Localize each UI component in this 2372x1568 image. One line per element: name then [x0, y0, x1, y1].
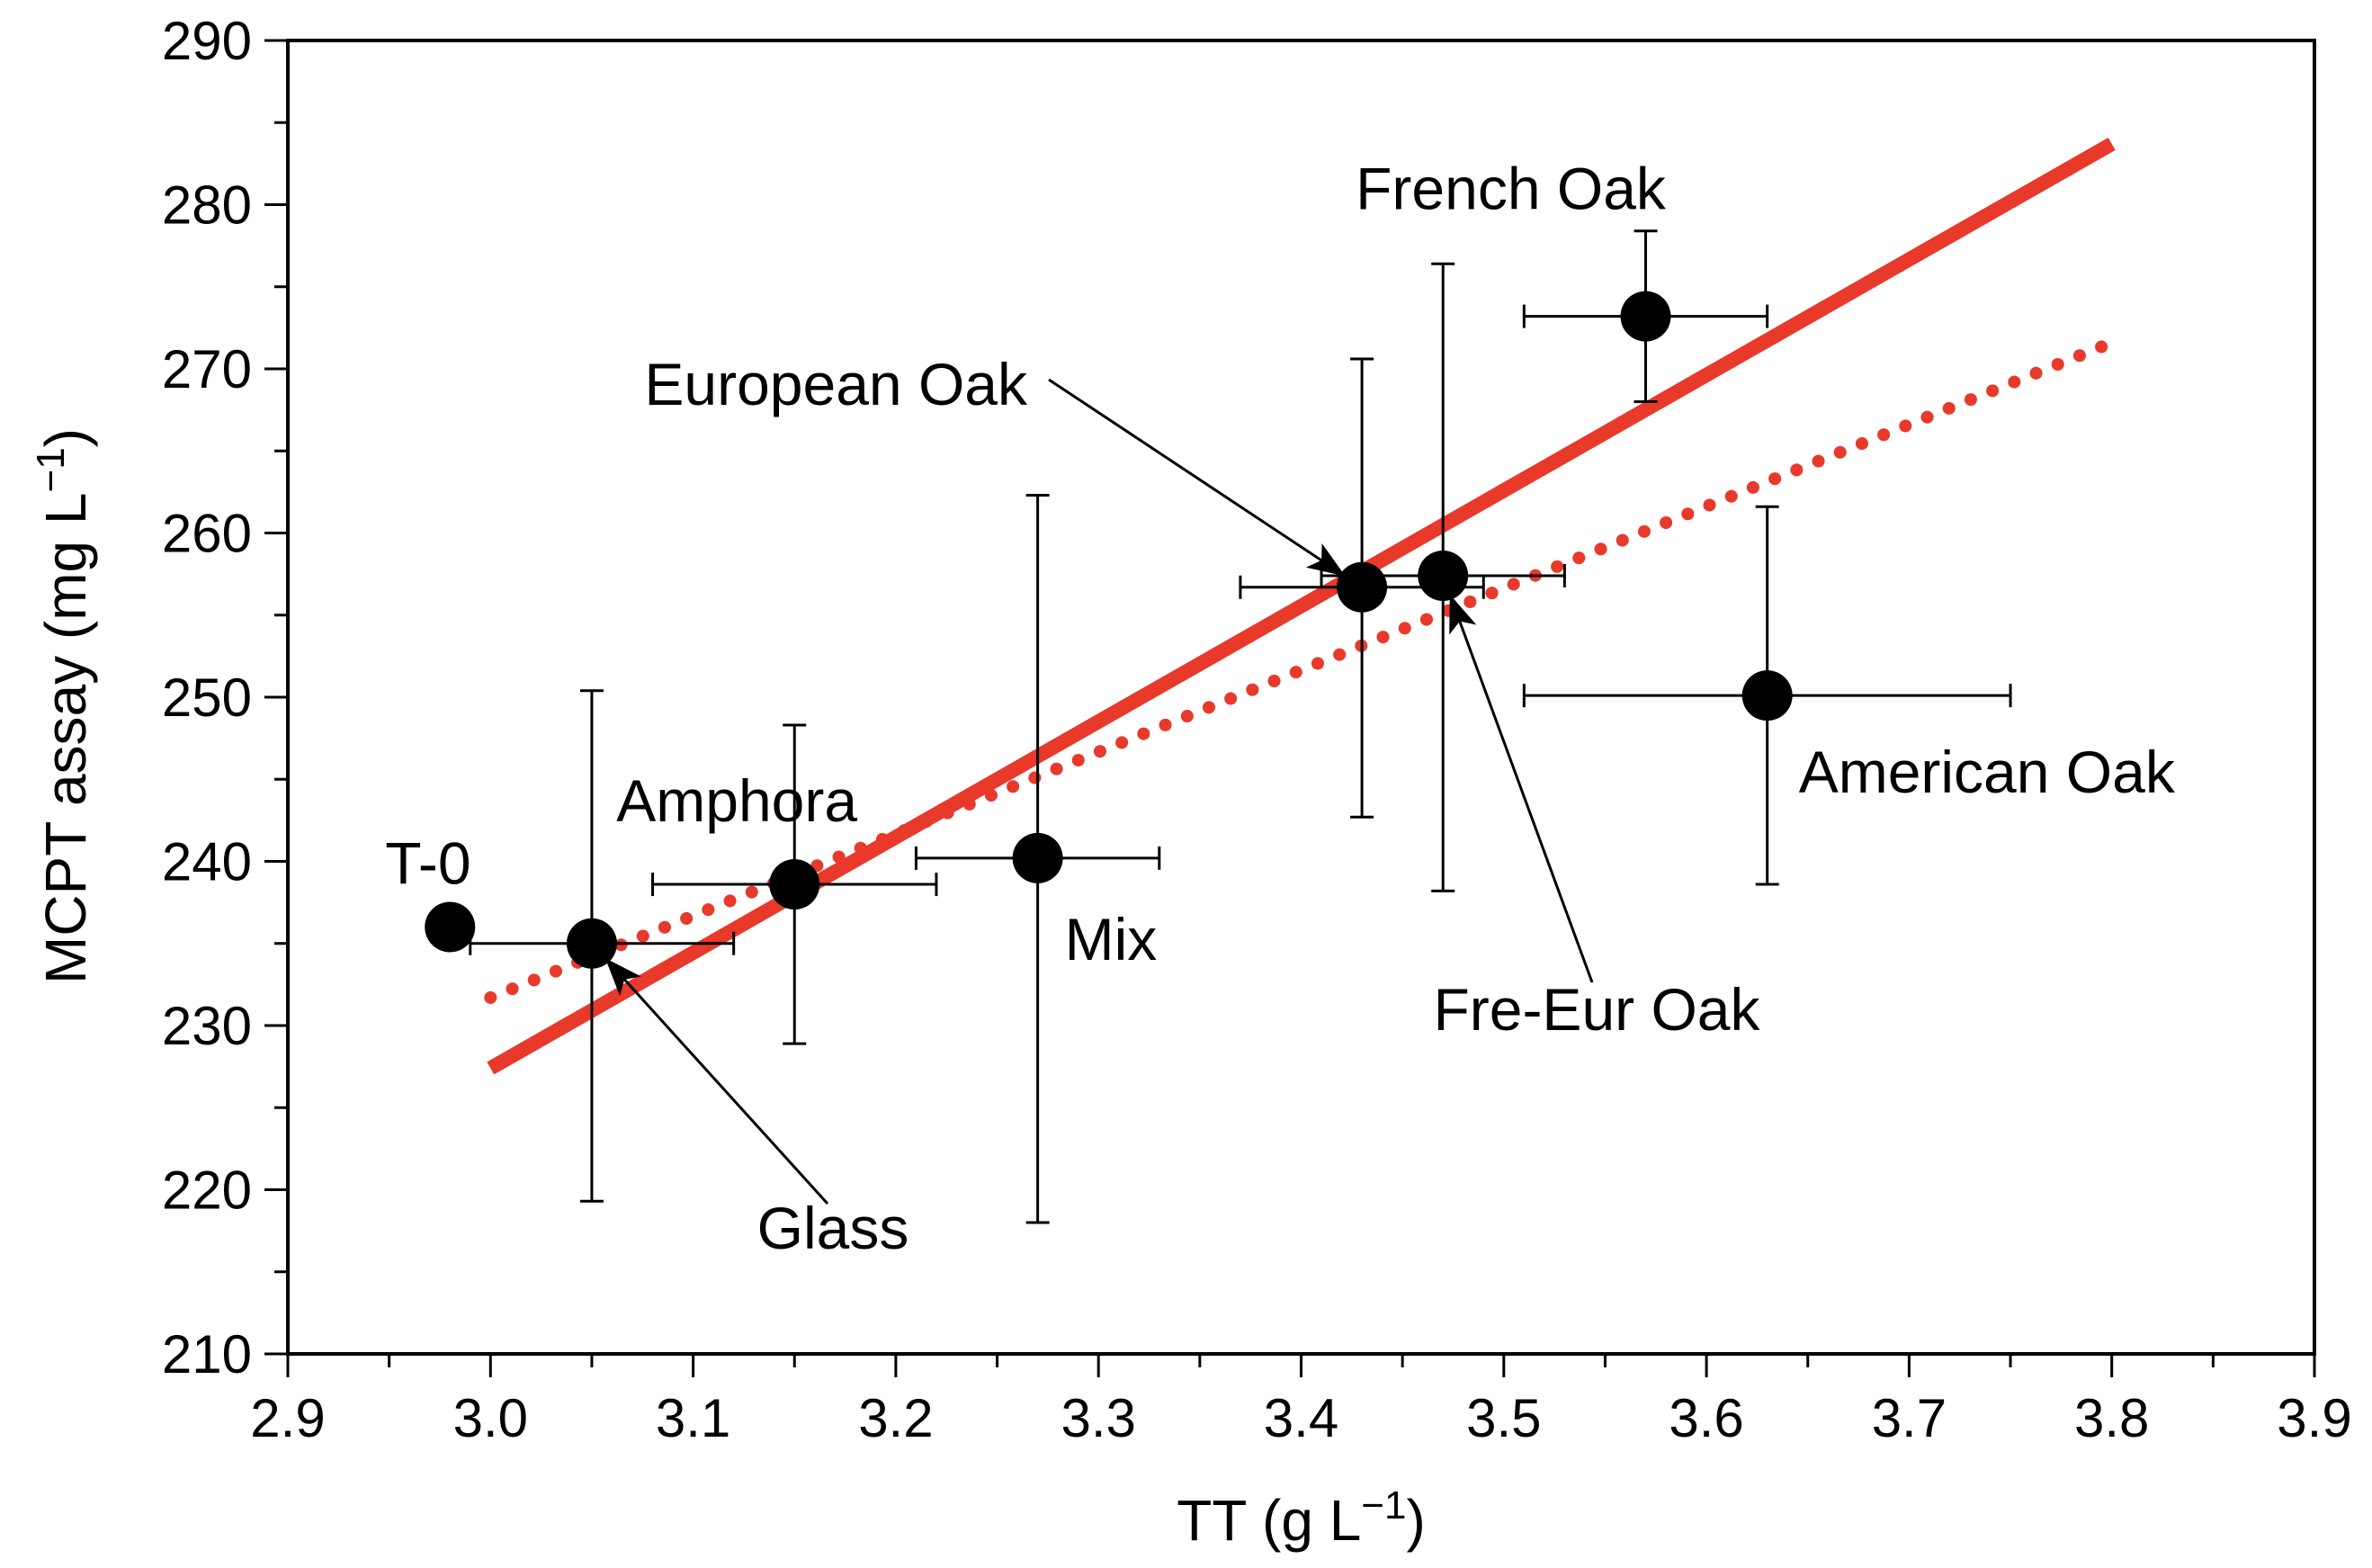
- y-axis-title: MCPT assay (mg L−1): [29, 428, 98, 984]
- point-label: Fre-Eur Oak: [1433, 976, 1760, 1043]
- y-tick-label: 260: [162, 504, 252, 564]
- x-tick-label: 3.4: [1264, 1388, 1338, 1448]
- x-tick-label: 3.6: [1669, 1388, 1743, 1448]
- y-tick-label: 220: [162, 1160, 252, 1221]
- y-tick-label: 280: [162, 175, 252, 236]
- y-tick-label: 270: [162, 339, 252, 399]
- y-tick-label: 290: [162, 11, 252, 71]
- point-label: Mix: [1065, 906, 1158, 972]
- point-label: Glass: [757, 1195, 909, 1261]
- x-tick-label: 3.7: [1872, 1388, 1947, 1448]
- point-label: French Oak: [1356, 156, 1667, 222]
- fit-line-solid: [487, 138, 2116, 1075]
- point-labels: T-0 Glass Amphora Mix European Oak Fre-Eur Oa…: [385, 156, 2176, 1261]
- axis-ticks: 2.9 3.0 3.1 3.2 3.3 3.4 3.5 3.6 3.7 3.8 3.9 210 220 2…: [162, 11, 2352, 1448]
- data-point: [1337, 561, 1388, 613]
- data-point: [566, 918, 617, 969]
- point-label: European Oak: [644, 351, 1028, 417]
- x-tick-label: 3.3: [1061, 1388, 1135, 1448]
- x-tick-label: 3.0: [453, 1388, 528, 1448]
- data-point: [769, 859, 820, 910]
- annotation-arrows: [604, 378, 1594, 1205]
- x-axis-title: TT (g L−1): [1177, 1483, 1426, 1553]
- data-point: [1012, 832, 1063, 883]
- annotation-arrow-head: [1305, 543, 1346, 577]
- fit-line-dotted: [484, 336, 2118, 1004]
- annotation-arrow-line: [1048, 378, 1347, 578]
- point-label: T-0: [385, 830, 470, 897]
- y-tick-label: 210: [162, 1324, 252, 1384]
- x-tick-label: 3.2: [858, 1388, 933, 1448]
- x-tick-label: 3.9: [2277, 1388, 2351, 1448]
- x-tick-label: 2.9: [250, 1388, 325, 1448]
- x-tick-label: 3.8: [2074, 1388, 2149, 1448]
- data-point: [1620, 291, 1671, 342]
- data-point: [1741, 670, 1793, 721]
- y-tick-label: 240: [162, 832, 252, 892]
- y-tick-label: 250: [162, 668, 252, 728]
- data-point: [425, 901, 476, 953]
- data-points: [425, 291, 1793, 969]
- annotation-arrow-line: [604, 957, 829, 1205]
- y-tick-label: 230: [162, 996, 252, 1056]
- point-label: Amphora: [616, 767, 857, 834]
- annotation-arrow-line: [1448, 594, 1594, 983]
- x-tick-label: 3.5: [1466, 1388, 1541, 1448]
- x-tick-label: 3.1: [656, 1388, 730, 1448]
- annotation-arrow-head: [604, 958, 641, 996]
- data-point: [1418, 550, 1469, 601]
- annotation-arrow-head: [1449, 594, 1477, 635]
- axis-titles: TT (g L−1) MCPT assay (mg L−1): [29, 428, 1426, 1553]
- point-label: American Oak: [1799, 739, 2176, 805]
- fit-lines: [484, 138, 2118, 1075]
